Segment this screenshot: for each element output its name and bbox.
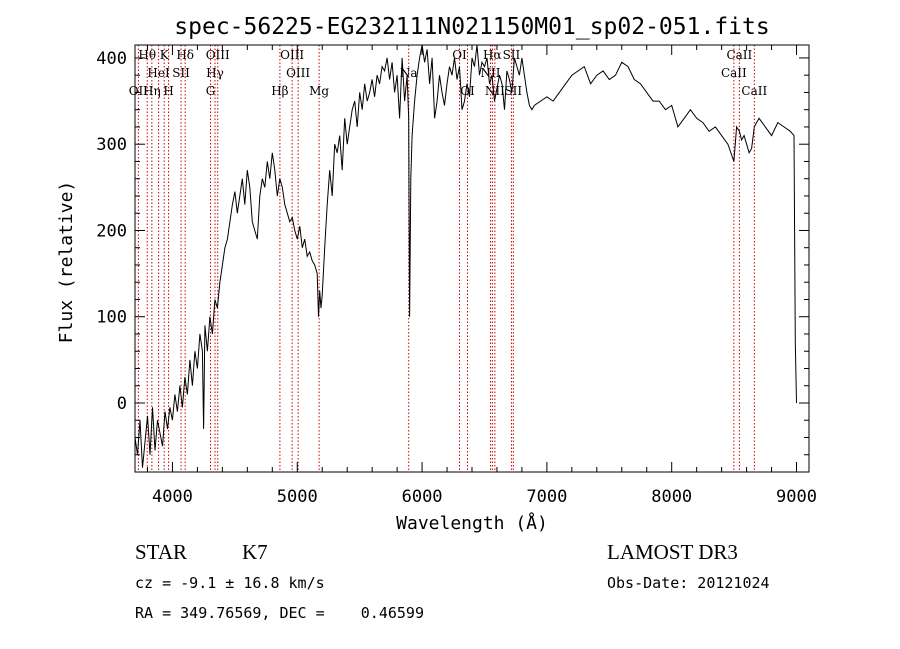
axis-ticks: 4000 5000 6000 7000 8000 9000 0 100 200 300 400 [96,45,817,507]
y-tick-label-400: 400 [96,49,127,69]
line-label-12: OIII [280,48,304,62]
x-tick-label-9000: 9000 [776,487,817,507]
line-label-16: OI [452,48,467,62]
line-label-8: OIII [206,48,230,62]
line-label-21: SII [503,48,521,62]
y-axis-label: Flux (relative) [56,181,77,344]
line-label-19: NII [480,66,500,80]
line-label-15: Na [400,66,418,80]
spectral-line-markers [137,45,755,472]
spectrum-line [134,44,797,468]
line-label-20: NII [485,84,505,98]
x-tick-label-6000: 6000 [402,487,443,507]
object-class: STAR [135,540,187,564]
line-label-23: CaII [726,48,752,62]
line-label-3: K [160,48,170,62]
line-label-9: Hγ [206,66,224,80]
line-label-2: Hη [143,84,161,98]
line-label-4: HeI [147,66,170,80]
x-axis-label: Wavelength (Å) [396,512,548,534]
y-tick-label-100: 100 [96,308,127,328]
line-label-5: H [163,84,173,98]
line-label-10: G [206,84,216,98]
line-label-11: Hβ [271,84,288,98]
coordinates: RA = 349.76569, DEC = 0.46599 [135,604,424,622]
line-label-1: Hθ [138,48,156,62]
line-label-24: CaII [721,66,747,80]
line-label-25: CaII [741,84,767,98]
redshift-velocity: cz = -9.1 ± 16.8 km/s [135,574,325,592]
line-label-6: SII [172,66,190,80]
y-tick-label-300: 300 [96,135,127,155]
x-tick-label-4000: 4000 [152,487,193,507]
line-label-18: Hα [483,48,502,62]
chart-title: spec-56225-EG232111N021150M01_sp02-051.f… [174,14,769,40]
line-label-13: OIII [286,66,310,80]
spectral-line-labels: OII Hθ Hη K HeI H SII Hδ OIII Hγ G Hβ OIII OIII Mg Na OI… [129,48,768,98]
x-tick-label-5000: 5000 [277,487,318,507]
line-label-0: OII [129,84,149,98]
observation-date: Obs-Date: 20121024 [607,574,770,592]
x-tick-label-7000: 7000 [526,487,567,507]
survey-name: LAMOST DR3 [607,540,738,564]
line-label-17: OI [460,84,475,98]
line-label-22: SII [504,84,522,98]
line-label-14: Mg [309,84,329,98]
x-tick-label-8000: 8000 [651,487,692,507]
y-tick-label-200: 200 [96,221,127,241]
y-tick-label-0: 0 [117,394,127,414]
spectral-subclass: K7 [242,540,268,564]
plot-frame [134,44,810,473]
line-label-7: Hδ [176,48,194,62]
